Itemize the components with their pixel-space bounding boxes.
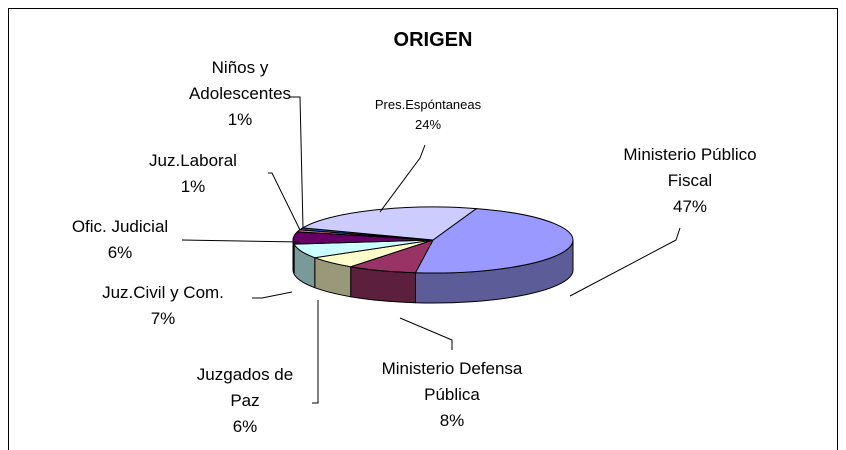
slice-label: Pres.Espóntaneas 24%	[348, 95, 508, 135]
leader-line	[290, 96, 304, 229]
leader-line	[181, 239, 301, 243]
slice-name: Ministerio Público Fiscal	[623, 145, 757, 190]
slice-name: Juz.Civil y Com.	[102, 283, 224, 302]
slice-label: Juz.Civil y Com. 7%	[53, 280, 273, 332]
chart-frame	[8, 8, 838, 450]
slice-value: 8%	[439, 411, 465, 430]
slice-value: 47%	[672, 197, 708, 216]
slice-label: Ministerio Defensa Pública 8%	[367, 356, 537, 434]
leader-line	[252, 291, 293, 299]
slice-name: Niños y Adolescentes	[188, 58, 292, 103]
slice-name: Juz.Laboral	[149, 151, 237, 170]
leader-line	[569, 227, 681, 297]
slice-label: Ofic. Judicial 6%	[45, 214, 195, 266]
slice-value: 1%	[180, 177, 206, 196]
leader-line	[379, 144, 426, 213]
slice-value: 1%	[227, 110, 253, 129]
slice-label: Niños y Adolescentes 1%	[175, 55, 305, 133]
slice-name: Ministerio Defensa Pública	[381, 359, 523, 404]
slice-label: Juzgados de Paz 6%	[185, 362, 305, 440]
slice-label: Ministerio Público Fiscal 47%	[620, 142, 760, 220]
slice-value: 6%	[107, 243, 133, 262]
leader-line	[268, 172, 301, 231]
slice-name: Ofic. Judicial	[71, 217, 169, 236]
slice-value: 6%	[232, 417, 258, 436]
leader-line	[399, 317, 453, 350]
slice-value: 7%	[150, 309, 176, 328]
pie-slice	[301, 206, 478, 241]
slice-name: Juzgados de Paz	[196, 365, 294, 410]
slice-label: Juz.Laboral 1%	[133, 148, 253, 200]
leader-line	[312, 300, 319, 404]
chart-title: ORIGEN	[394, 29, 473, 51]
slice-value: 24%	[414, 117, 442, 132]
slice-name: Pres.Espóntaneas	[374, 97, 482, 112]
pie-slice-side	[292, 239, 295, 275]
